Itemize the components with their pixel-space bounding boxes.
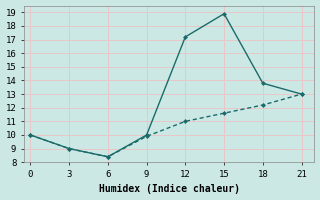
X-axis label: Humidex (Indice chaleur): Humidex (Indice chaleur) [99,184,240,194]
